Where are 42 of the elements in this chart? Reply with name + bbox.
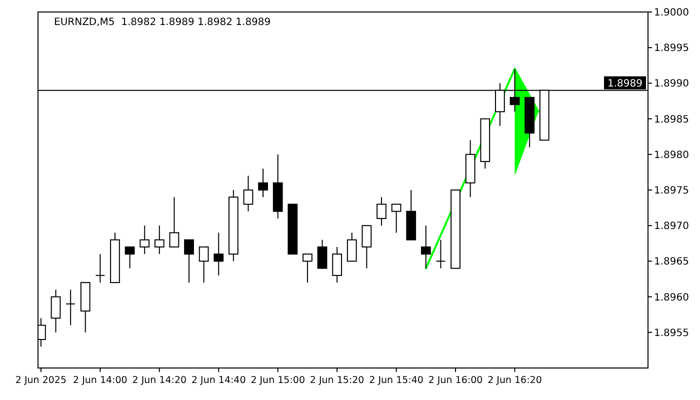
x-tick-label: 2 Jun 14:00 [73, 375, 128, 386]
candlestick [214, 232, 224, 276]
x-tick-label: 2 Jun 15:40 [369, 375, 424, 386]
y-tick-label: 1.8970 [654, 221, 689, 232]
candlestick [391, 204, 402, 234]
y-tick-label: 1.8990 [654, 78, 689, 90]
candlestick [140, 225, 150, 255]
x-tick-label: 2 Jun 16:00 [428, 375, 483, 386]
candlestick [198, 246, 209, 284]
candlestick [184, 239, 194, 284]
candlestick [124, 246, 135, 269]
y-tick-label: 1.8985 [654, 114, 689, 126]
y-tick-label: 1.9000 [654, 8, 689, 18]
candlestick [420, 225, 431, 269]
y-tick-label: 1.8975 [654, 186, 689, 196]
x-tick-label: 2 Jun 16:20 [488, 375, 542, 386]
candlestick [346, 232, 357, 262]
candlestick [95, 254, 106, 284]
candlestick [154, 225, 164, 255]
candlestick [243, 175, 254, 212]
candlestick [302, 254, 312, 284]
candlestick [66, 289, 76, 326]
x-tick-label: 2 Jun 15:20 [310, 375, 364, 386]
candlestick [50, 289, 61, 333]
x-tick-label: 2 Jun 14:40 [191, 375, 246, 386]
y-tick-label: 1.8960 [654, 292, 689, 304]
y-tick-label: 1.8955 [654, 328, 689, 339]
candlestick [436, 239, 446, 269]
candlestick [362, 225, 372, 269]
y-tick-label: 1.8965 [654, 256, 689, 268]
x-tick-label: 2 Jun 14:20 [132, 375, 187, 386]
text: EURNZD,M5 1.8982 1.8989 1.8982 1.8989 [54, 17, 271, 28]
candlestick [332, 246, 342, 284]
candlestick [317, 239, 328, 269]
candlestick [169, 196, 180, 248]
ref-line-label: 1.8989 [608, 78, 642, 90]
y-tick-label: 1.8980 [654, 150, 689, 161]
y-tick-label: 1.8995 [654, 43, 689, 54]
x-tick-label: 2 Jun 15:00 [250, 375, 306, 386]
candlestick [376, 196, 386, 226]
x-tick-label: 2 Jun 2025 [15, 375, 67, 386]
candlestick [258, 168, 268, 198]
